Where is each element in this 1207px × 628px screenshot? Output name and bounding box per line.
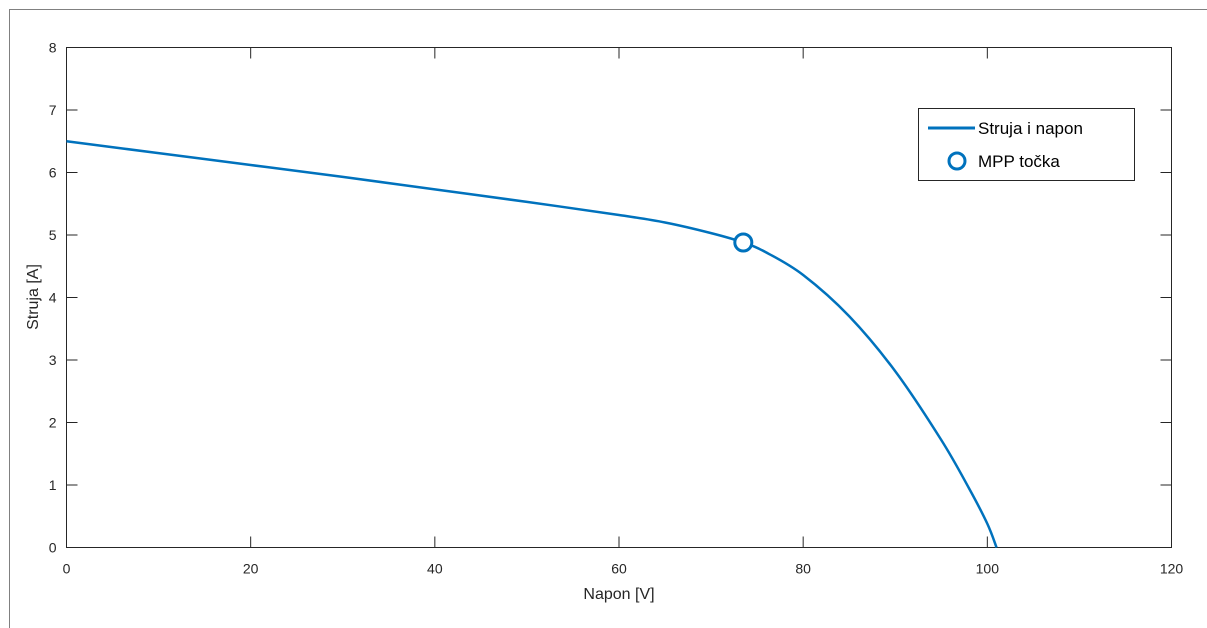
mpp-point-marker — [733, 232, 754, 253]
axis-tick-labels: 0 20 40 60 80 100 120 0 1 2 3 4 5 6 7 8 — [49, 40, 1184, 577]
series-layer — [66, 140, 998, 548]
legend-label-mpp-tocka: MPP točka — [978, 152, 1060, 171]
y-tick-label: 1 — [49, 477, 57, 493]
axis-ticks — [66, 47, 1172, 548]
y-tick-label: 8 — [49, 40, 57, 56]
x-tick-label: 0 — [63, 561, 71, 577]
y-tick-label: 7 — [49, 102, 57, 118]
y-tick-label: 3 — [49, 352, 57, 368]
x-tick-label: 100 — [976, 561, 1000, 577]
x-tick-label: 80 — [795, 561, 811, 577]
x-tick-label: 20 — [243, 561, 259, 577]
y-tick-label: 4 — [49, 290, 57, 306]
y-tick-label: 0 — [49, 540, 57, 556]
y-axis-label: Struja [A] — [25, 264, 42, 330]
legend-label-struja-i-napon: Struja i napon — [978, 119, 1083, 138]
x-tick-label: 60 — [611, 561, 627, 577]
y-tick-label: 2 — [49, 415, 57, 431]
legend: Struja i napon MPP točka — [918, 108, 1135, 181]
legend-marker-swatch — [947, 151, 967, 171]
x-axis-label: Napon [V] — [583, 586, 654, 603]
y-tick-label: 6 — [49, 165, 57, 181]
x-tick-label: 120 — [1160, 561, 1184, 577]
y-tick-label: 5 — [49, 227, 57, 243]
x-tick-label: 40 — [427, 561, 443, 577]
series-line-struja-i-napon — [66, 140, 998, 548]
